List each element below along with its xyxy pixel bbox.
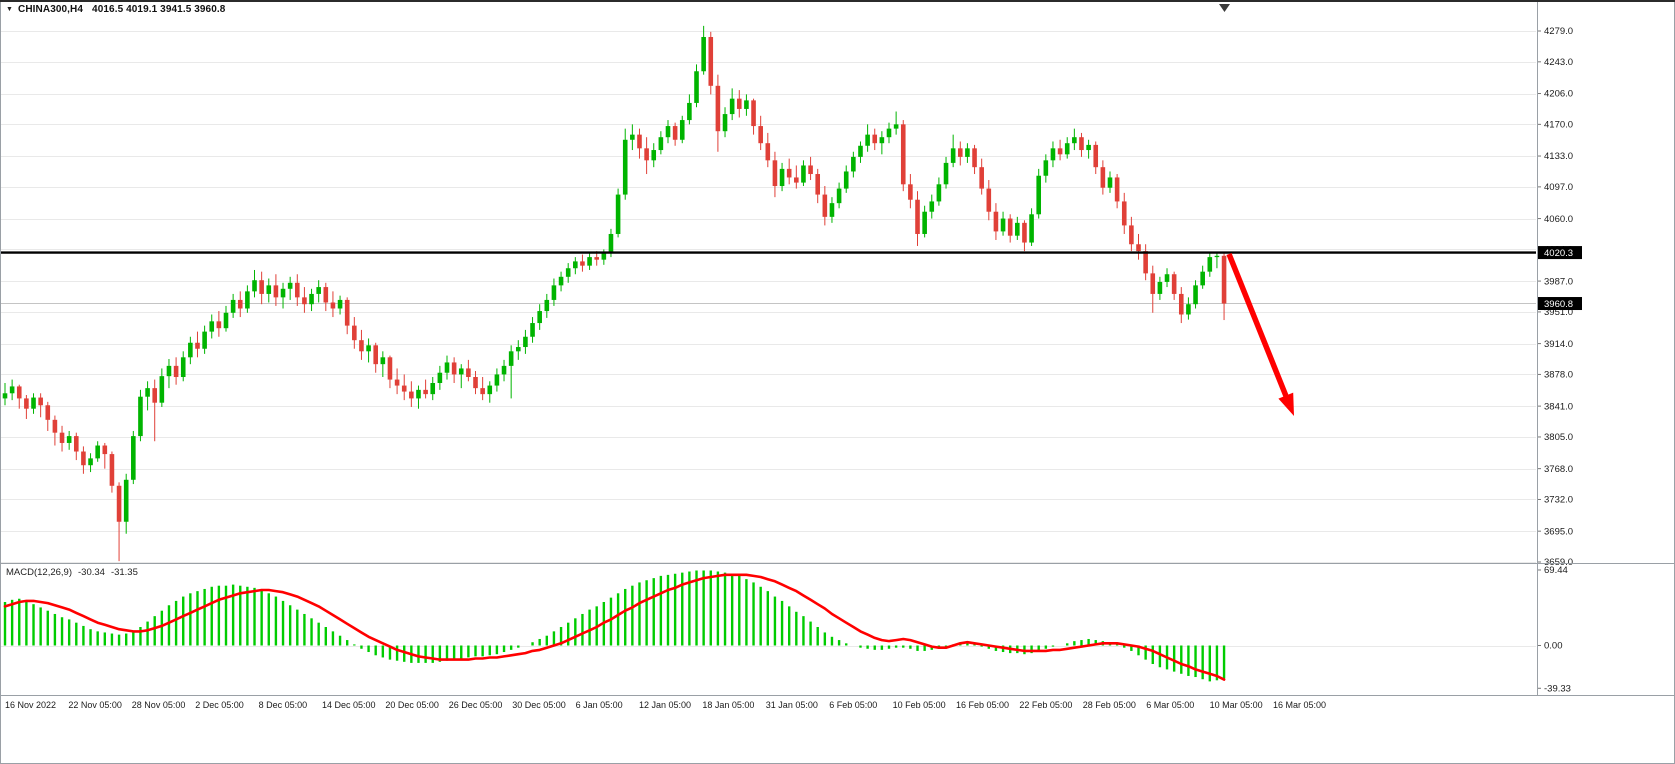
one-click-trading-arrow-icon[interactable]: ▼	[6, 6, 14, 13]
svg-text:4243.0: 4243.0	[1544, 57, 1573, 68]
svg-text:3695.0: 3695.0	[1544, 526, 1573, 537]
svg-text:26 Dec 05:00: 26 Dec 05:00	[449, 700, 503, 710]
svg-text:16 Feb 05:00: 16 Feb 05:00	[956, 700, 1009, 710]
svg-text:3841.0: 3841.0	[1544, 401, 1573, 412]
svg-text:-39.33: -39.33	[1544, 683, 1571, 694]
macd-main-value: -30.34	[78, 567, 105, 578]
ohlc-values: 4016.5 4019.1 3941.5 3960.8	[92, 4, 226, 15]
macd-histogram	[3, 570, 1226, 682]
svg-text:4133.0: 4133.0	[1544, 151, 1573, 162]
macd-signal-value: -31.35	[110, 567, 138, 578]
svg-text:3805.0: 3805.0	[1544, 432, 1573, 443]
macd-indicator-label: MACD(12,26,9) -30.34 -31.35	[6, 567, 138, 578]
svg-text:3768.0: 3768.0	[1544, 464, 1573, 475]
svg-text:22 Nov 05:00: 22 Nov 05:00	[68, 700, 122, 710]
svg-text:4279.0: 4279.0	[1544, 26, 1573, 37]
svg-text:8 Dec 05:00: 8 Dec 05:00	[259, 700, 308, 710]
svg-text:3914.0: 3914.0	[1544, 339, 1573, 350]
candlestick-series	[2, 25, 1227, 562]
svg-text:4097.0: 4097.0	[1544, 182, 1573, 193]
chart-shift-marker-icon[interactable]	[1219, 4, 1230, 12]
svg-text:3960.8: 3960.8	[1544, 299, 1573, 310]
hline-price-tag	[1538, 246, 1582, 260]
svg-text:22 Feb 05:00: 22 Feb 05:00	[1019, 700, 1072, 710]
svg-text:28 Nov 05:00: 28 Nov 05:00	[132, 700, 186, 710]
svg-text:0.00: 0.00	[1544, 641, 1563, 652]
svg-text:20 Dec 05:00: 20 Dec 05:00	[385, 700, 439, 710]
svg-text:3659.0: 3659.0	[1544, 557, 1573, 568]
svg-text:6 Feb 05:00: 6 Feb 05:00	[829, 700, 877, 710]
svg-text:3878.0: 3878.0	[1544, 370, 1573, 381]
grid-lines	[0, 31, 1536, 647]
svg-text:2 Dec 05:00: 2 Dec 05:00	[195, 700, 244, 710]
svg-text:3732.0: 3732.0	[1544, 495, 1573, 506]
price-axis[interactable]: 4279.0 4243.0 4206.0 4170.0 4133.0 4097.0 4060…	[1537, 26, 1573, 694]
svg-text:6 Mar 05:00: 6 Mar 05:00	[1146, 700, 1194, 710]
chart-header: ▼ CHINA300,H4 4016.5 4019.1 3941.5 3960.…	[6, 4, 225, 15]
svg-text:31 Jan 05:00: 31 Jan 05:00	[766, 700, 818, 710]
bid-price-tag	[1538, 297, 1582, 311]
svg-text:4020.3: 4020.3	[1544, 248, 1573, 259]
trend-arrow-head[interactable]	[1278, 392, 1294, 416]
svg-text:6 Jan 05:00: 6 Jan 05:00	[576, 700, 623, 710]
macd-name: MACD(12,26,9)	[6, 567, 72, 578]
svg-text:14 Dec 05:00: 14 Dec 05:00	[322, 700, 376, 710]
svg-text:28 Feb 05:00: 28 Feb 05:00	[1083, 700, 1136, 710]
svg-text:4060.0: 4060.0	[1544, 214, 1573, 225]
svg-text:69.44: 69.44	[1544, 565, 1568, 576]
macd-signal-line	[3, 573, 1226, 681]
svg-text:3951.0: 3951.0	[1544, 307, 1573, 318]
svg-text:12 Jan 05:00: 12 Jan 05:00	[639, 700, 691, 710]
svg-text:18 Jan 05:00: 18 Jan 05:00	[702, 700, 754, 710]
svg-text:4170.0: 4170.0	[1544, 120, 1573, 131]
svg-text:16 Mar 05:00: 16 Mar 05:00	[1273, 700, 1326, 710]
symbol-timeframe-label: CHINA300,H4	[18, 4, 84, 15]
svg-text:3987.0: 3987.0	[1544, 276, 1573, 287]
trend-arrow-shaft[interactable]	[1226, 252, 1291, 403]
svg-text:16 Nov 2022: 16 Nov 2022	[5, 700, 56, 710]
time-axis[interactable]: 16 Nov 2022 22 Nov 05:00 28 Nov 05:00 2 Dec…	[5, 700, 1326, 710]
svg-text:10 Feb 05:00: 10 Feb 05:00	[893, 700, 946, 710]
svg-text:30 Dec 05:00: 30 Dec 05:00	[512, 700, 566, 710]
svg-text:4206.0: 4206.0	[1544, 89, 1573, 100]
svg-text:10 Mar 05:00: 10 Mar 05:00	[1210, 700, 1263, 710]
